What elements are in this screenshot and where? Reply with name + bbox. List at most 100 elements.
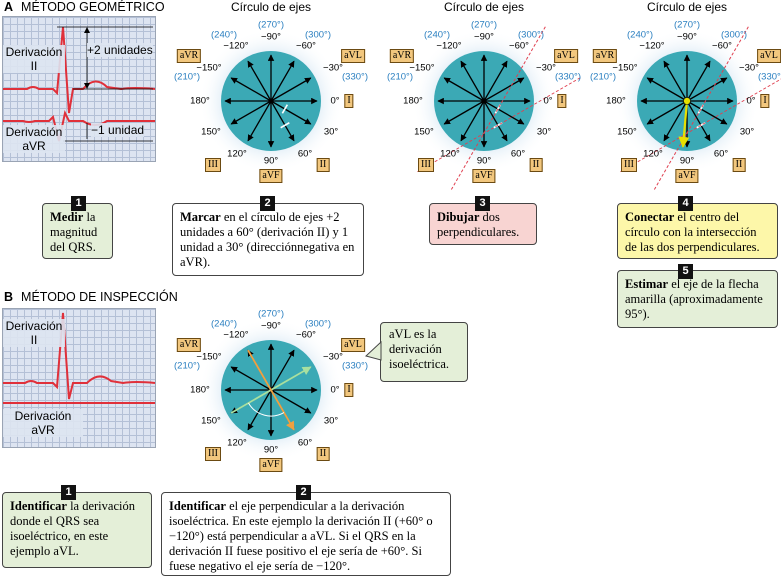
lead-ii-trace-b — [3, 312, 155, 400]
step-b1-box: Identificar la derivación donde el QRS s… — [2, 492, 152, 568]
lead-box-ii-a4: II — [732, 158, 746, 172]
degree-label-d180-b: 180° — [190, 384, 210, 396]
ecg-b-lead-ii-label: Derivación II — [3, 319, 65, 347]
step-a3-bold: Dibujar — [437, 210, 480, 224]
unit-mark-30-a2 — [281, 104, 289, 114]
axis-arrow-30-a3 — [483, 100, 525, 125]
degree-label-d60-a2: 60° — [297, 148, 313, 160]
axis-arrow-30-a2 — [270, 100, 312, 125]
lead-box-i-a2: I — [344, 94, 354, 108]
lead-box-avf-a2: aVF — [259, 169, 283, 183]
circle-title-a4: Círculo de ejes — [646, 0, 728, 14]
lead-box-i-b: I — [344, 383, 354, 397]
degree-label-d270-a4: (270°) — [674, 19, 700, 31]
measure-arrowhead-down — [84, 83, 90, 89]
degree-label-d90-b: 90° — [263, 444, 279, 456]
degree-label-m60-a4: −60° — [712, 40, 732, 52]
lead-box-avf-b: aVF — [259, 458, 283, 472]
degree-label-d300-a4: (300°) — [721, 29, 747, 41]
step-a3-number: 3 — [475, 196, 490, 211]
ecg-panel-b: Derivación II Derivación aVR — [2, 308, 156, 448]
step-a2-box: Marcar en el círculo de ejes +2 unidades… — [172, 203, 364, 276]
step-a4-number: 4 — [678, 196, 693, 211]
circle-title-a2: Círculo de ejes — [230, 0, 312, 14]
degree-label-d210-a3: (210°) — [387, 71, 413, 83]
degree-label-m30-b: −30° — [323, 351, 343, 363]
degree-label-m150-b: −150° — [196, 351, 222, 363]
axis-circle-svg-a4 — [615, 26, 781, 192]
lead-box-iii-a4: III — [621, 158, 637, 172]
step-b2-text: el eje perpendicular a la derivación iso… — [169, 499, 433, 573]
degree-label-m90-b: −90° — [261, 320, 281, 332]
lead-box-avr-a2: aVR — [176, 49, 202, 63]
degree-label-d30-b: 30° — [323, 415, 339, 427]
axis-arrow-150-a2 — [230, 100, 272, 125]
degree-label-m120-a4: −120° — [639, 40, 665, 52]
lead-box-ii-a2: II — [316, 158, 330, 172]
right-angle-arc — [248, 402, 285, 417]
degree-label-d240-a2: (240°) — [211, 29, 237, 41]
axis-arrow-120-a4 — [663, 100, 688, 142]
degree-label-m90-a3: −90° — [474, 31, 494, 43]
axis-arrow--60-b — [270, 349, 295, 391]
degree-label-d270-b: (270°) — [258, 308, 284, 320]
step-b1-text: la derivación donde el QRS sea isoeléctr… — [10, 499, 135, 558]
lead-box-i-a3: I — [557, 94, 567, 108]
step-b1-bold: Identificar — [10, 499, 67, 513]
axis-arrow-120-a2 — [247, 100, 272, 142]
axis-arrow--30-a4 — [686, 77, 728, 102]
step-a5-number: 5 — [678, 264, 693, 279]
step-a2-bold: Marcar — [180, 210, 221, 224]
ecg-panel-a: Derivación II +2 unidades Derivación aVR… — [2, 16, 156, 162]
degree-label-d90-a4: 90° — [679, 155, 695, 167]
lead-box-avf-a4: aVF — [675, 169, 699, 183]
perpendicular-60-a4 — [618, 78, 781, 174]
section-a-heading: A MÉTODO GEOMÉTRICO — [4, 0, 165, 14]
section-a-letter: A — [4, 0, 14, 14]
lead-box-i-a4: I — [760, 94, 770, 108]
degree-label-d60-b: 60° — [297, 437, 313, 449]
degree-label-m30-a2: −30° — [323, 62, 343, 74]
degree-label-m90-a4: −90° — [677, 31, 697, 43]
perpendicular-30-a4 — [652, 26, 749, 192]
step-a5-box: Estimar el eje de la flecha amarilla (ap… — [617, 270, 778, 328]
degree-label-d180-a3: 180° — [403, 95, 423, 107]
axis-arrow--30-a2 — [270, 77, 312, 102]
perpendicular-60-a3 — [415, 77, 581, 174]
axis-center-a3 — [481, 98, 487, 104]
lead-box-avl-a3: aVL — [554, 49, 578, 63]
degree-label-m90-a2: −90° — [261, 31, 281, 43]
step-b2-number: 2 — [296, 485, 311, 500]
step-a4-box: Conectar el centro del círculo con la in… — [617, 203, 778, 259]
lead-box-avr-b: aVR — [176, 338, 202, 352]
degree-label-m150-a4: −150° — [612, 62, 638, 74]
degree-label-m120-a3: −120° — [436, 40, 462, 52]
degree-label-d330-b: (330°) — [342, 360, 368, 372]
step-a3-text: dos perpendiculares. — [437, 210, 520, 239]
degree-label-d0-a3: 0° — [543, 95, 553, 107]
degree-label-m120-a2: −120° — [223, 40, 249, 52]
lead-box-avr-a3: aVR — [389, 49, 415, 63]
degree-label-d300-a2: (300°) — [305, 29, 331, 41]
degree-label-d120-b: 120° — [227, 437, 247, 449]
degree-label-m30-a3: −30° — [536, 62, 556, 74]
lead-box-avl-a2: aVL — [341, 49, 365, 63]
axis-circle-svg-b — [199, 318, 343, 462]
step-a2-text: en el círculo de ejes +2 unidades a 60° … — [180, 210, 355, 269]
axis-arrow-60-a2 — [270, 100, 295, 142]
step-a1-box: Medir la magnitud del QRS. — [42, 203, 113, 259]
degree-label-d0-b: 0° — [330, 384, 340, 396]
circle-title-a3: Círculo de ejes — [443, 0, 525, 14]
lead-box-ii-a3: II — [529, 158, 543, 172]
degree-label-m150-a3: −150° — [409, 62, 435, 74]
section-a-title: MÉTODO GEOMÉTRICO — [21, 0, 165, 14]
step-a1-bold: Medir — [50, 210, 84, 224]
degree-label-d30-a3: 30° — [536, 126, 552, 138]
axis-arrow-120-b — [247, 389, 272, 431]
axis-yellow-center-a4 — [683, 97, 691, 105]
degree-label-m120-b: −120° — [223, 329, 249, 341]
ecg-a-lead-avr-label: Derivación aVR — [3, 125, 65, 153]
ecg-b-lead-avr-label: Derivación aVR — [3, 409, 83, 437]
axis-arrow--60-a3 — [483, 60, 508, 102]
degree-label-d330-a2: (330°) — [342, 71, 368, 83]
